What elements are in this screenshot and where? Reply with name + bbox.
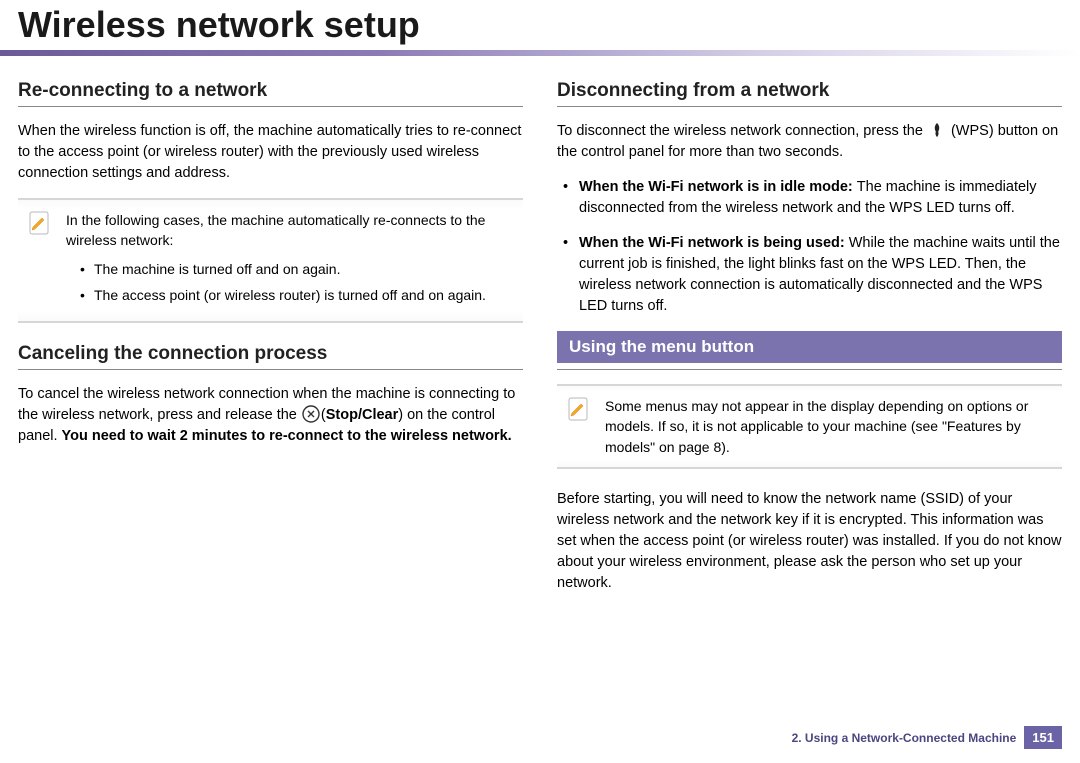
note-item: The access point (or wireless router) is… [80, 285, 511, 305]
banner-underline [557, 369, 1062, 370]
bullet-idle: When the Wi-Fi network is in idle mode: … [561, 177, 1062, 219]
heading-canceling: Canceling the connection process [18, 343, 523, 370]
heading-reconnecting: Re-connecting to a network [18, 80, 523, 107]
reconnecting-body: When the wireless function is off, the m… [18, 121, 523, 184]
bullet-lead: When the Wi-Fi network is in idle mode: [579, 179, 857, 195]
canceling-body: To cancel the wireless network connectio… [18, 384, 523, 447]
heading-disconnecting: Disconnecting from a network [557, 80, 1062, 107]
chapter-reference: 2. Using a Network-Connected Machine [792, 731, 1017, 745]
left-column: Re-connecting to a network When the wire… [18, 74, 523, 608]
stop-clear-icon [302, 405, 320, 423]
title-underline [0, 50, 1080, 56]
note-box-menu: Some menus may not appear in the display… [557, 384, 1062, 469]
disconnecting-body: To disconnect the wireless network conne… [557, 121, 1062, 163]
page-number: 151 [1024, 726, 1062, 749]
note-icon [28, 210, 50, 236]
bullet-lead: When the Wi-Fi network is being used: [579, 235, 849, 251]
page-title: Wireless network setup [0, 0, 1080, 50]
banner-using-menu: Using the menu button [557, 331, 1062, 363]
menu-body: Before starting, you will need to know t… [557, 489, 1062, 594]
content-columns: Re-connecting to a network When the wire… [0, 74, 1080, 608]
wps-icon [928, 121, 946, 139]
disconnect-bullets: When the Wi-Fi network is in idle mode: … [557, 177, 1062, 317]
right-column: Disconnecting from a network To disconne… [557, 74, 1062, 608]
note-icon [567, 396, 589, 422]
note-intro: In the following cases, the machine auto… [66, 210, 511, 251]
note-list: The machine is turned off and on again. … [66, 259, 511, 306]
canceling-bold: You need to wait 2 minutes to re-connect… [62, 428, 512, 444]
disconnect-pre: To disconnect the wireless network conne… [557, 123, 927, 139]
note-item: The machine is turned off and on again. [80, 259, 511, 279]
stop-clear-label: Stop/Clear [326, 407, 399, 423]
footer: 2. Using a Network-Connected Machine 151 [792, 726, 1062, 749]
bullet-busy: When the Wi-Fi network is being used: Wh… [561, 233, 1062, 317]
note-menu-text: Some menus may not appear in the display… [605, 396, 1050, 457]
note-box-reconnect: In the following cases, the machine auto… [18, 198, 523, 323]
